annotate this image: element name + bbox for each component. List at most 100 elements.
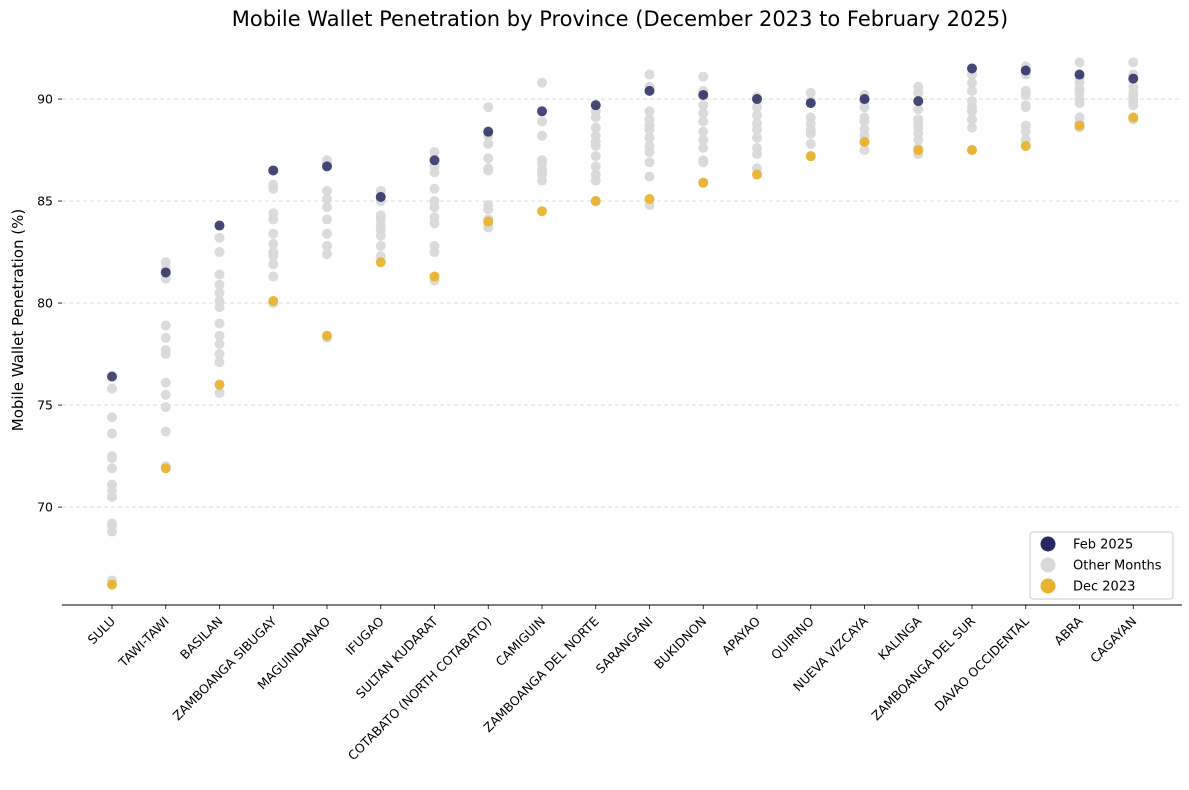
point-feb-2025-zamboanga-sibugay	[268, 165, 279, 176]
x-tick-label-bukidnon: BUKIDNON	[651, 614, 710, 673]
y-tick-label: 90	[37, 92, 53, 107]
point-other-months-davao-occidental	[1020, 126, 1031, 137]
x-tick-label-quirino: QUIRINO	[768, 613, 817, 662]
point-other-months-sultan-kudarat	[429, 167, 440, 178]
point-other-months-camiguin	[537, 77, 547, 88]
point-dec-2023-cagayan	[1128, 112, 1139, 123]
series-other-months	[107, 57, 1139, 586]
point-dec-2023-basilan	[214, 379, 225, 390]
point-other-months-ifugao	[375, 240, 386, 251]
point-other-months-maguindanao	[322, 185, 332, 196]
point-other-months-basilan	[214, 318, 225, 329]
point-other-months-maguindanao	[322, 240, 332, 251]
point-other-months-ifugao	[375, 230, 386, 241]
point-other-months-nueva-vizcaya	[859, 116, 870, 127]
point-other-months-camiguin	[537, 116, 547, 127]
x-tick-label-tawi-tawi: TAWI-TAWI	[115, 614, 172, 671]
point-dec-2023-sarangani	[644, 194, 655, 205]
point-other-months-zamboanga-sibugay	[268, 251, 279, 262]
point-other-months-nueva-vizcaya	[859, 102, 870, 113]
point-other-months-zamboanga-del-sur	[967, 85, 977, 96]
y-tick-label: 85	[37, 194, 53, 209]
point-other-months-abra	[1074, 57, 1085, 68]
x-tick-label-ifugao: IFUGAO	[342, 613, 387, 658]
point-other-months-sultan-kudarat	[429, 147, 440, 158]
point-other-months-nueva-vizcaya	[859, 145, 870, 156]
point-other-months-basilan	[214, 349, 225, 360]
point-other-months-tawi-tawi	[160, 377, 171, 388]
legend-marker-other-months	[1040, 557, 1056, 573]
series-dec-2023	[107, 112, 1139, 590]
point-other-months-quirino	[805, 138, 816, 149]
point-other-months-apayao	[752, 110, 762, 121]
legend-label-other-months: Other Months	[1073, 559, 1162, 574]
point-feb-2025-sulu	[107, 371, 117, 382]
legend-marker-feb-2025	[1040, 536, 1056, 552]
point-other-months-maguindanao	[322, 214, 332, 225]
point-other-months-davao-occidental	[1020, 89, 1031, 100]
point-other-months-tawi-tawi	[160, 426, 171, 437]
point-other-months-cotabato-north-cotabato	[483, 153, 494, 164]
point-other-months-bukidnon	[698, 116, 709, 127]
point-dec-2023-zamboanga-del-norte	[590, 196, 601, 207]
point-feb-2025-maguindanao	[322, 161, 332, 172]
point-other-months-zamboanga-sibugay	[268, 238, 279, 249]
point-other-months-basilan	[214, 279, 225, 290]
legend: Feb 2025 Other Months Dec 2023	[1029, 531, 1174, 600]
point-other-months-bukidnon	[698, 134, 709, 145]
point-other-months-zamboanga-del-sur	[967, 122, 977, 133]
y-tick-label: 75	[37, 398, 53, 413]
point-other-months-abra	[1074, 98, 1085, 109]
point-dec-2023-tawi-tawi	[160, 463, 171, 474]
point-feb-2025-tawi-tawi	[160, 267, 171, 278]
point-dec-2023-davao-occidental	[1020, 140, 1031, 151]
point-other-months-davao-occidental	[1020, 102, 1031, 113]
point-other-months-sarangani	[644, 171, 655, 182]
point-other-months-zamboanga-del-norte	[590, 122, 601, 133]
point-dec-2023-cotabato-north-cotabato	[483, 216, 494, 227]
point-other-months-quirino	[805, 128, 816, 139]
point-other-months-bukidnon	[698, 157, 709, 168]
point-other-months-sulu	[107, 526, 117, 537]
point-other-months-sarangani	[644, 106, 655, 117]
point-other-months-kalinga	[913, 104, 924, 115]
point-other-months-zamboanga-del-sur	[967, 77, 977, 88]
point-other-months-sulu	[107, 428, 117, 439]
point-other-months-sulu	[107, 383, 117, 394]
point-feb-2025-cagayan	[1128, 73, 1139, 84]
x-tick-label-basilan: BASILAN	[177, 614, 226, 663]
point-feb-2025-davao-occidental	[1020, 65, 1031, 76]
point-feb-2025-basilan	[214, 220, 225, 231]
x-tick-label-apayao: APAYAO	[719, 613, 763, 657]
point-other-months-tawi-tawi	[160, 320, 171, 331]
point-other-months-tawi-tawi	[160, 402, 171, 413]
point-other-months-sultan-kudarat	[429, 183, 440, 194]
point-other-months-sarangani	[644, 157, 655, 168]
y-tick-label: 80	[37, 296, 53, 311]
point-other-months-maguindanao	[322, 202, 332, 213]
point-other-months-tawi-tawi	[160, 349, 171, 360]
point-other-months-apayao	[752, 149, 762, 160]
point-other-months-sultan-kudarat	[429, 218, 440, 229]
point-other-months-zamboanga-sibugay	[268, 259, 279, 270]
y-axis-label: Mobile Wallet Penetration (%)	[9, 209, 27, 431]
point-feb-2025-nueva-vizcaya	[859, 94, 870, 105]
point-other-months-bukidnon	[698, 143, 709, 154]
point-feb-2025-zamboanga-del-norte	[590, 100, 601, 111]
point-feb-2025-sultan-kudarat	[429, 155, 440, 166]
point-feb-2025-cotabato-north-cotabato	[483, 126, 494, 137]
point-other-months-cagayan	[1128, 57, 1139, 68]
point-other-months-sarangani	[644, 147, 655, 158]
point-other-months-maguindanao	[322, 194, 332, 205]
x-tick-label-davao-occidental: DAVAO OCCIDENTAL	[931, 613, 1031, 713]
point-other-months-sulu	[107, 491, 117, 502]
point-other-months-basilan	[214, 232, 225, 243]
point-other-months-sultan-kudarat	[429, 247, 440, 258]
point-other-months-sarangani	[644, 132, 655, 143]
y-axis: 70 75 80 85 90	[37, 92, 62, 515]
x-tick-label-abra: ABRA	[1051, 613, 1086, 648]
point-dec-2023-zamboanga-del-sur	[967, 145, 977, 156]
